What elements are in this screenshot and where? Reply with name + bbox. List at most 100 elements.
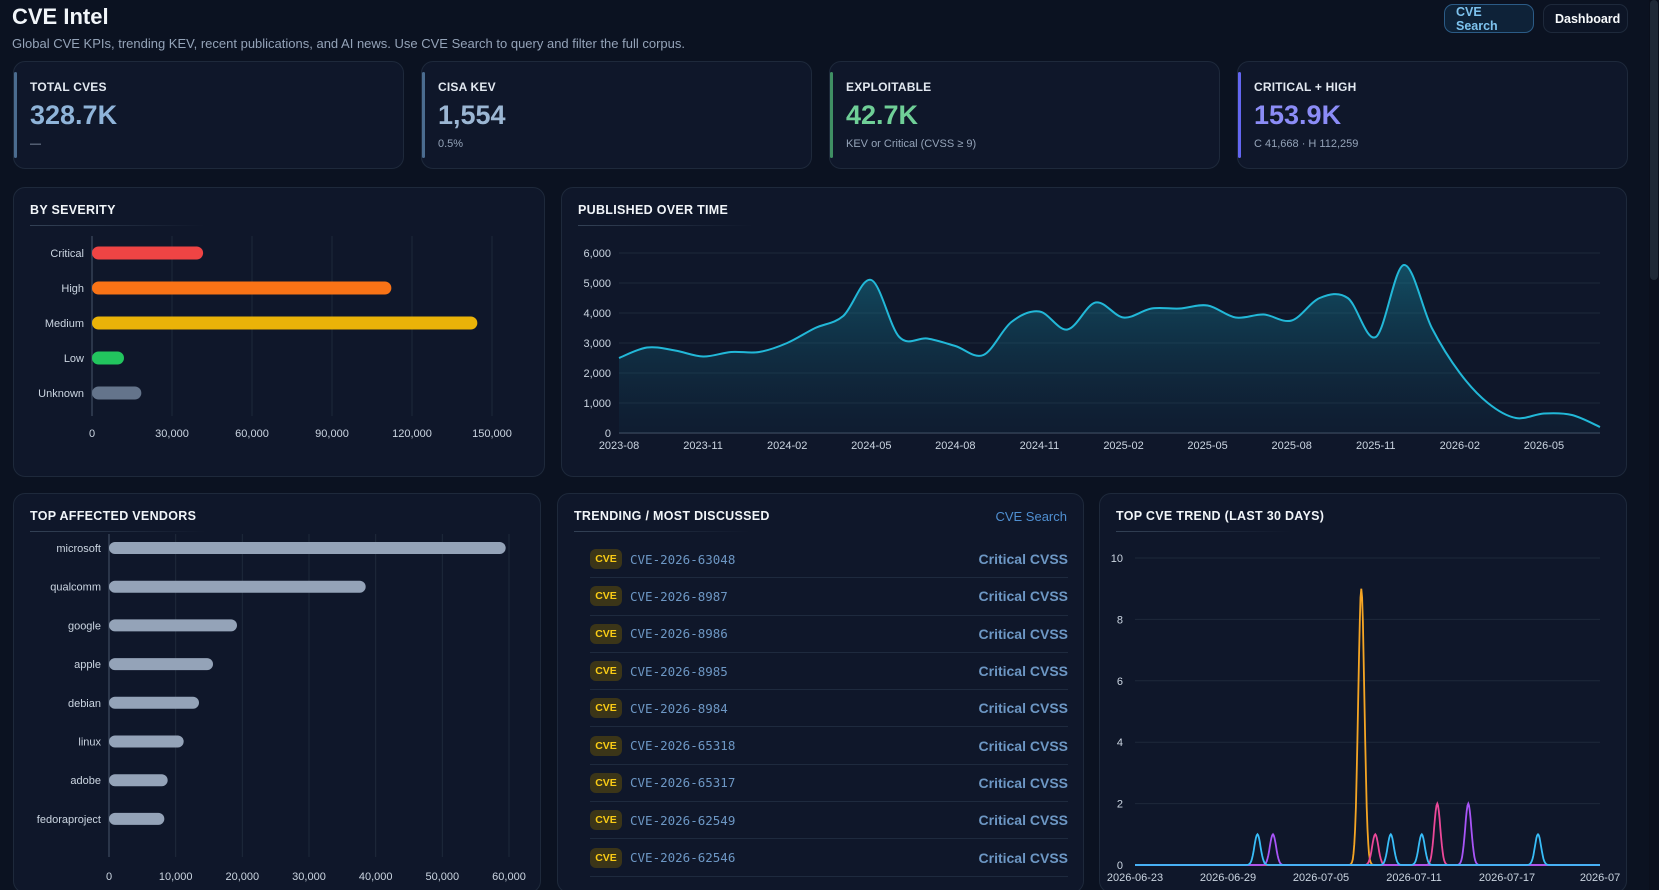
trending-row[interactable]: CVE CVE-2026-62546 Critical CVSS (590, 839, 1068, 877)
y-tick-label: 2,000 (583, 368, 611, 380)
trending-row[interactable]: CVE CVE-2026-8985 Critical CVSS (590, 653, 1068, 691)
kpi-sub: — (30, 138, 41, 150)
panel-title: TOP CVE TREND (LAST 30 DAYS) (1116, 509, 1325, 523)
panel-title: TOP AFFECTED VENDORS (30, 509, 197, 523)
cve-badge: CVE (590, 698, 622, 719)
trending-row[interactable]: CVE CVE-2026-8987 Critical CVSS (590, 578, 1068, 616)
x-tick-label: 150,000 (472, 428, 512, 440)
scrollbar-thumb[interactable] (1650, 0, 1658, 280)
cve-id[interactable]: CVE-2026-62549 (630, 812, 736, 828)
kpi-value: 153.9K (1254, 100, 1342, 130)
panel-underline (1116, 531, 1291, 532)
cve-badge: CVE (590, 661, 622, 682)
severity-panel: BY SEVERITY 0 30,000 60,000 90,000 120,000 15… (13, 187, 545, 477)
cve-severity: Critical CVSS (978, 849, 1068, 866)
x-tick-label: 20,000 (226, 871, 260, 883)
cve-badge: CVE (590, 810, 622, 831)
x-tick-label: 2023-08 (599, 440, 639, 452)
x-tick-label: 0 (89, 428, 95, 440)
kpi-accent (1238, 72, 1241, 158)
vendors-chart: 0 10,000 20,000 30,000 40,000 50,000 60,000 mic… (37, 534, 526, 883)
y-tick-label: 6,000 (583, 248, 611, 260)
x-tick-label: 120,000 (392, 428, 432, 440)
cve-id[interactable]: CVE-2026-62546 (630, 850, 736, 866)
cve-badge: CVE (590, 735, 622, 756)
cve-id[interactable]: CVE-2026-65317 (630, 775, 736, 791)
bar (92, 351, 124, 365)
panel-title: TRENDING / MOST DISCUSSED (574, 509, 770, 523)
y-tick-label: adobe (70, 775, 101, 787)
x-tick-label: 2025-08 (1271, 440, 1311, 452)
cve-id[interactable]: CVE-2026-8986 (630, 626, 728, 642)
x-tick-label: 0 (106, 871, 112, 883)
cve-trend-chart: 0 2 4 6 8 10 2026-06-23 2026-06-29 2026-07-05 202… (1107, 553, 1620, 884)
kpi-value: 328.7K (30, 100, 118, 130)
x-tick-label: 90,000 (315, 428, 349, 440)
x-tick-label: 30,000 (292, 871, 326, 883)
cve-severity: Critical CVSS (978, 812, 1068, 829)
app-title: CVE Intel (12, 4, 109, 29)
y-tick-label: 10 (1111, 553, 1123, 565)
x-tick-label: 2026-07-17 (1479, 872, 1535, 884)
x-tick-label: 2025-02 (1103, 440, 1143, 452)
trending-row[interactable]: CVE CVE-2026-62549 Critical CVSS (590, 802, 1068, 840)
x-tick-label: 2026-06-29 (1200, 872, 1256, 884)
kpi-value: 42.7K (846, 100, 919, 130)
y-tick-label: 2 (1117, 799, 1123, 811)
cve-severity: Critical CVSS (978, 551, 1068, 568)
y-tick-label: 1,000 (583, 398, 611, 410)
cve-severity: Critical CVSS (978, 700, 1068, 717)
panel-underline (574, 531, 749, 532)
bar (109, 580, 366, 593)
kpi-sub: C 41,668 · H 112,259 (1254, 138, 1359, 150)
kpi-label: CRITICAL + HIGH (1254, 80, 1357, 94)
bar (109, 774, 168, 787)
trending-cve-search-link[interactable]: CVE Search (995, 509, 1067, 524)
bar (92, 386, 142, 400)
x-tick-label: 2024-08 (935, 440, 975, 452)
y-tick-label: fedoraproject (37, 814, 101, 826)
bar (109, 696, 199, 709)
cve-id[interactable]: CVE-2026-63048 (630, 551, 736, 567)
kpi-accent (422, 72, 425, 158)
kpi-value: 1,554 (438, 100, 506, 130)
trending-row[interactable]: CVE CVE-2026-65318 Critical CVSS (590, 727, 1068, 765)
trending-row[interactable]: CVE CVE-2026-8984 Critical CVSS (590, 690, 1068, 728)
y-tick-label: 4 (1117, 737, 1123, 749)
x-tick-label: 50,000 (426, 871, 460, 883)
trending-row[interactable]: CVE CVE-2026-65317 Critical CVSS (590, 765, 1068, 803)
x-tick-label: 2025-11 (1356, 440, 1396, 452)
y-tick-label: High (61, 283, 84, 295)
kpi-label: TOTAL CVES (30, 80, 107, 94)
cve-id[interactable]: CVE-2026-8987 (630, 588, 728, 604)
dashboard-button[interactable]: Dashboard (1543, 4, 1628, 33)
cve-severity: Critical CVSS (978, 663, 1068, 680)
panel-underline (30, 225, 205, 226)
trending-row[interactable]: CVE CVE-2026-63048 Critical CVSS (590, 541, 1068, 579)
trending-row[interactable]: CVE CVE-2026-8986 Critical CVSS (590, 616, 1068, 653)
page-scrollbar[interactable] (1649, 0, 1659, 890)
kpi-card-total-cves: TOTAL CVES 328.7K — (13, 61, 404, 169)
x-tick-label: 2024-05 (851, 440, 891, 452)
cve-severity: Critical CVSS (978, 737, 1068, 754)
panel-underline (30, 531, 205, 532)
series-line (1135, 588, 1600, 866)
y-tick-label: 3,000 (583, 338, 611, 350)
y-tick-label: qualcomm (50, 582, 101, 594)
cve-search-button[interactable]: CVE Search (1444, 4, 1534, 33)
app-subtitle: Global CVE KPIs, trending KEV, recent pu… (12, 36, 685, 51)
kpi-card-critical-high: CRITICAL + HIGH 153.9K C 41,668 · H 112,… (1237, 61, 1628, 169)
cve-severity: Critical CVSS (978, 625, 1068, 642)
series-line (618, 264, 1601, 428)
x-tick-label: 2026-07-11 (1386, 872, 1441, 884)
cve-badge: CVE (590, 847, 622, 868)
bar (109, 658, 213, 671)
cve-severity: Critical CVSS (978, 774, 1068, 791)
y-tick-label: Unknown (38, 388, 84, 400)
bar (109, 542, 506, 554)
cve-id[interactable]: CVE-2026-8985 (630, 663, 728, 679)
y-tick-label: debian (68, 698, 101, 710)
x-tick-label: 10,000 (159, 871, 193, 883)
cve-id[interactable]: CVE-2026-8984 (630, 700, 728, 716)
cve-id[interactable]: CVE-2026-65318 (630, 738, 736, 754)
